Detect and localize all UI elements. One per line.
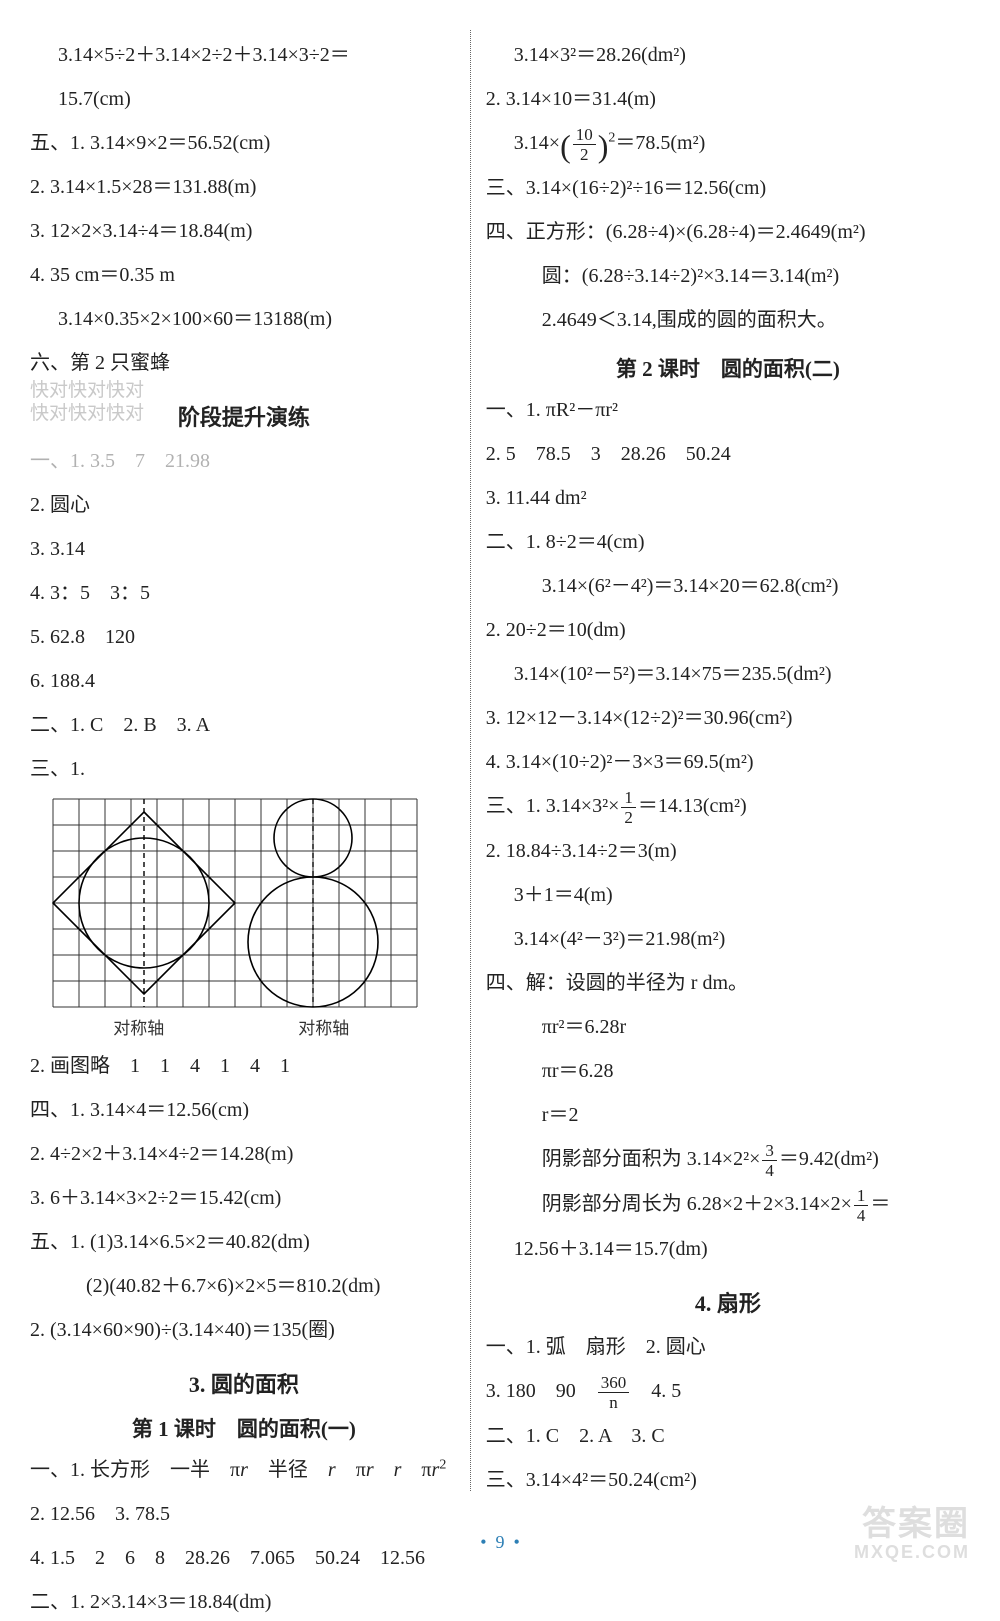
text-line: 二、1. 2×3.14×3＝18.84(dm) [30, 1583, 458, 1621]
text: 3.14× [514, 132, 560, 154]
text-line: 3.14×5÷2＋3.14×2÷2＋3.14×3÷2＝ [30, 36, 458, 74]
fraction-den: 2 [573, 145, 596, 163]
text: 阴影部分周长为 6.28×2＋2×3.14×2× [542, 1193, 852, 1215]
section-heading: 4. 扇形 [486, 1286, 970, 1318]
text-line: 3.14×(10²－5²)＝3.14×75＝235.5(dm²) [486, 655, 970, 693]
geometry-diagram [50, 796, 458, 1010]
text-line: 3.14×3²＝28.26(dm²) [486, 36, 970, 74]
dot-icon: • [514, 1532, 520, 1552]
fraction-den: 4 [762, 1161, 777, 1179]
text-line: 三、1. 3.14×3²×12＝14.13(cm²) [486, 787, 970, 826]
text-line: 3. 12×2×3.14÷4＝18.84(m) [30, 212, 458, 250]
text-line: πr²＝6.28r [486, 1008, 970, 1046]
text-line: 一、1. 3.5 7 21.98 [30, 442, 458, 480]
fraction-den: n [598, 1393, 630, 1411]
text-line: 圆：(6.28÷3.14÷2)²×3.14＝3.14(m²) [486, 257, 970, 295]
text: ＝9.42(dm²) [779, 1148, 879, 1170]
text-line: 2. 圆心 [30, 486, 458, 524]
text-line: 2. 4÷2×2＋3.14×4÷2＝14.28(m) [30, 1135, 458, 1173]
text-line: 阴影部分周长为 6.28×2＋2×3.14×2×14＝ [486, 1185, 970, 1224]
subsection-heading: 第 2 课时 圆的面积(二) [486, 353, 970, 383]
text-line: (2)(40.82＋6.7×6)×2×5＝810.2(dm) [30, 1267, 458, 1305]
text-line: 2. 18.84÷3.14÷2＝3(m) [486, 832, 970, 870]
text-line: 一、1. πR²－πr² [486, 391, 970, 429]
text-line: 3. 12×12－3.14×(12÷2)²＝30.96(cm²) [486, 699, 970, 737]
fraction-den: 2 [621, 808, 636, 826]
text-line: 一、1. 长方形 一半 πr 半径 r πr r πr2 [30, 1451, 458, 1489]
text-line: 2.4649＜3.14,围成的圆的面积大。 [486, 301, 970, 339]
fraction-num: 3 [762, 1142, 777, 1161]
axis-labels: 对称轴 对称轴 [50, 1014, 420, 1039]
text-line: 二、1. 8÷2＝4(cm) [486, 523, 970, 561]
text-line: 4. 3.14×(10÷2)²－3×3＝69.5(m²) [486, 743, 970, 781]
page-number-value: 9 [496, 1532, 505, 1552]
text-line: πr＝6.28 [486, 1052, 970, 1090]
text [374, 1459, 394, 1481]
text-line: 2. 画图略 1 1 4 1 4 1 [30, 1047, 458, 1085]
text-line: 15.7(cm) [30, 80, 458, 118]
fraction-num: 1 [621, 789, 636, 808]
text: ＝14.13(cm²) [638, 795, 747, 817]
text: 4. 5 [631, 1380, 681, 1402]
text-line: 4. 3：5 3：5 [30, 574, 458, 612]
text-line: 六、第 2 只蜜蜂 [30, 344, 458, 382]
text-line: 三、3.14×(16÷2)²÷16＝12.56(cm) [486, 169, 970, 207]
text-line: 2. 3.14×10＝31.4(m) [486, 80, 970, 118]
text: π [336, 1459, 366, 1481]
fraction-num: 1 [854, 1187, 869, 1206]
text-line: 3. 11.44 dm² [486, 479, 970, 517]
text: π [401, 1459, 431, 1481]
text-line: 3. 180 90 360n 4. 5 [486, 1372, 970, 1411]
text: ＝ [870, 1193, 890, 1215]
text-line: 五、1. (1)3.14×6.5×2＝40.82(dm) [30, 1223, 458, 1261]
text-line: 3＋1＝4(m) [486, 876, 970, 914]
text-line: 四、正方形：(6.28÷4)×(6.28÷4)＝2.4649(m²) [486, 213, 970, 251]
text-line: 5. 62.8 120 [30, 618, 458, 656]
text-line: 3.14×(6²－4²)＝3.14×20＝62.8(cm²) [486, 567, 970, 605]
text-line: 3. 3.14 [30, 530, 458, 568]
left-column: 3.14×5÷2＋3.14×2÷2＋3.14×3÷2＝ 15.7(cm) 五、1… [30, 30, 472, 1531]
right-column: 3.14×3²＝28.26(dm²) 2. 3.14×10＝31.4(m) 3.… [472, 30, 970, 1531]
text-line: 三、3.14×4²＝50.24(cm²) [486, 1461, 970, 1499]
text: 3. 180 90 [486, 1380, 596, 1402]
text-line: 五、1. 3.14×9×2＝56.52(cm) [30, 124, 458, 162]
text-line: 阴影部分面积为 3.14×2²×34＝9.42(dm²) [486, 1140, 970, 1179]
axis-label: 对称轴 [50, 1014, 228, 1039]
text-line: r＝2 [486, 1096, 970, 1134]
text-line: 2. (3.14×60×90)÷(3.14×40)＝135(圈) [30, 1311, 458, 1349]
text-line: 3.14×0.35×2×100×60＝13188(m) [30, 300, 458, 338]
text-line: 3. 6＋3.14×3×2÷2＝15.42(cm) [30, 1179, 458, 1217]
text-line: 12.56＋3.14＝15.7(dm) [486, 1230, 970, 1268]
fraction-num: 360 [598, 1374, 630, 1393]
text-line: 3.14×(4²－3²)＝21.98(m²) [486, 920, 970, 958]
subsection-heading: 第 1 课时 圆的面积(一) [30, 1413, 458, 1443]
text-line: 2. 12.56 3. 78.5 [30, 1495, 458, 1533]
text: 一、1. 长方形 一半 π [30, 1459, 240, 1481]
text-line: 2. 3.14×1.5×28＝131.88(m) [30, 168, 458, 206]
page-number: • 9 • [0, 1532, 1000, 1553]
text: 三、1. 3.14×3²× [486, 795, 620, 817]
text-line: 2. 5 78.5 3 28.26 50.24 [486, 435, 970, 473]
text-line: 二、1. C 2. B 3. A [30, 706, 458, 744]
text: 阴影部分面积为 3.14×2²× [542, 1148, 761, 1170]
text-line: 四、解：设圆的半径为 r dm。 [486, 964, 970, 1002]
text: 半径 [248, 1459, 328, 1481]
section-heading: 阶段提升演练 [30, 400, 458, 432]
text-line: 6. 188.4 [30, 662, 458, 700]
text-line: 2. 20÷2＝10(dm) [486, 611, 970, 649]
text-line: 一、1. 弧 扇形 2. 圆心 [486, 1328, 970, 1366]
fraction-den: 4 [854, 1206, 869, 1224]
text: ＝78.5(m²) [615, 132, 705, 154]
text-line: 4. 35 cm＝0.35 m [30, 256, 458, 294]
text-line: 二、1. C 2. A 3. C [486, 1417, 970, 1455]
dot-icon: • [480, 1532, 486, 1552]
axis-label: 对称轴 [228, 1014, 420, 1039]
fraction-num: 10 [573, 126, 596, 145]
text-line: 四、1. 3.14×4＝12.56(cm) [30, 1091, 458, 1129]
section-heading: 3. 圆的面积 [30, 1367, 458, 1399]
text-line: 三、1. [30, 750, 458, 788]
text-line: 3.14×(102)2＝78.5(m²) [486, 124, 970, 163]
